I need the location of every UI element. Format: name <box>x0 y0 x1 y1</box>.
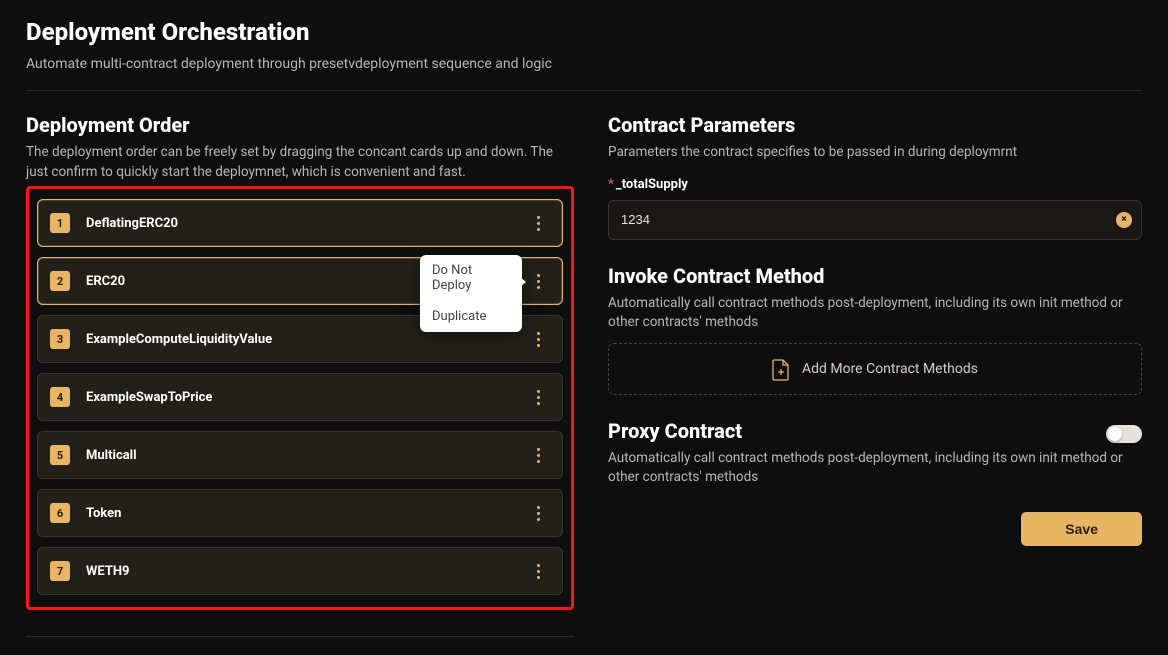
right-panel: Contract Parameters Parameters the contr… <box>608 113 1142 637</box>
order-index-badge: 5 <box>50 445 70 465</box>
order-contract-name: ExampleComputeLiquidityValue <box>86 332 272 347</box>
divider-top <box>26 90 1142 91</box>
page-title: Deployment Orchestration <box>26 18 1142 46</box>
card-context-menu: Do Not Deploy Duplicate <box>420 255 522 332</box>
kebab-menu-icon[interactable] <box>526 209 550 237</box>
totalsupply-input[interactable] <box>608 200 1142 240</box>
order-index-badge: 2 <box>50 271 70 291</box>
order-card[interactable]: 1 DeflatingERC20 <box>37 199 563 247</box>
kebab-menu-icon[interactable] <box>526 383 550 411</box>
contract-parameters-desc: Parameters the contract specifies to be … <box>608 143 1142 163</box>
kebab-menu-icon[interactable] <box>526 499 550 527</box>
page-subtitle: Automate multi-contract deployment throu… <box>26 56 1142 72</box>
invoke-method-title: Invoke Contract Method <box>608 264 1142 288</box>
order-index-badge: 3 <box>50 329 70 349</box>
proxy-contract-title: Proxy Contract <box>608 419 742 443</box>
order-card[interactable]: 4 ExampleSwapToPrice <box>37 373 563 421</box>
kebab-menu-icon[interactable] <box>526 325 550 353</box>
order-index-badge: 6 <box>50 503 70 523</box>
kebab-menu-icon[interactable] <box>526 441 550 469</box>
invoke-method-desc: Automatically call contract methods post… <box>608 294 1142 333</box>
order-contract-name: WETH9 <box>86 564 130 579</box>
invoke-method-block: Invoke Contract Method Automatically cal… <box>608 264 1142 395</box>
deployment-order-desc: The deployment order can be freely set b… <box>26 143 574 182</box>
required-star: * <box>608 177 614 192</box>
order-index-badge: 7 <box>50 561 70 581</box>
kebab-menu-icon[interactable] <box>526 557 550 585</box>
clear-input-icon[interactable]: × <box>1116 212 1132 228</box>
kebab-menu-icon[interactable] <box>526 267 550 295</box>
order-card[interactable]: 6 Token <box>37 489 563 537</box>
save-button[interactable]: Save <box>1021 512 1142 546</box>
deployment-order-title: Deployment Order <box>26 113 574 137</box>
order-contract-name: Multicall <box>86 448 137 463</box>
menu-duplicate[interactable]: Duplicate <box>420 301 522 332</box>
add-more-methods-button[interactable]: Add More Contract Methods <box>608 343 1142 395</box>
add-more-methods-label: Add More Contract Methods <box>802 361 978 377</box>
order-contract-name: DeflatingERC20 <box>86 216 178 231</box>
contract-parameters-block: Contract Parameters Parameters the contr… <box>608 113 1142 240</box>
contract-parameters-title: Contract Parameters <box>608 113 1142 137</box>
order-card[interactable]: 5 Multicall <box>37 431 563 479</box>
menu-do-not-deploy[interactable]: Do Not Deploy <box>420 255 522 301</box>
proxy-contract-block: Proxy Contract Automatically call contra… <box>608 419 1142 488</box>
proxy-contract-toggle[interactable] <box>1106 425 1142 443</box>
order-card[interactable]: 7 WETH9 <box>37 547 563 595</box>
param-label-totalsupply: *_totalSupply <box>608 177 1142 192</box>
divider-bottom <box>26 636 574 637</box>
deployment-order-highlight: 1 DeflatingERC20 2 ERC20 3 ExampleComputeLiqu… <box>26 186 574 610</box>
order-contract-name: Token <box>86 506 121 521</box>
order-index-badge: 4 <box>50 387 70 407</box>
popup-arrow <box>520 277 526 287</box>
deployment-order-panel: Deployment Order The deployment order ca… <box>26 113 574 637</box>
document-plus-icon <box>772 359 788 379</box>
order-contract-name: ERC20 <box>86 274 125 289</box>
proxy-contract-desc: Automatically call contract methods post… <box>608 449 1142 488</box>
param-label-text: _totalSupply <box>616 177 688 192</box>
order-contract-name: ExampleSwapToPrice <box>86 390 212 405</box>
order-index-badge: 1 <box>50 213 70 233</box>
